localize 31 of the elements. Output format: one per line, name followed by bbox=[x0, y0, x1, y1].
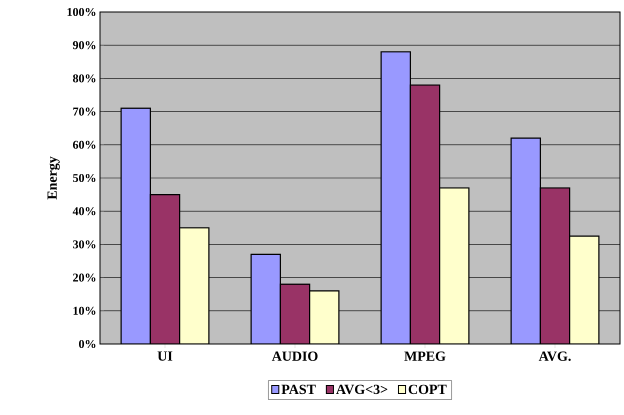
y-tick-label: 70% bbox=[73, 108, 96, 116]
bar bbox=[121, 108, 150, 344]
y-axis-title: Energy bbox=[48, 156, 60, 200]
bar bbox=[150, 194, 180, 344]
x-tick-label: MPEG bbox=[404, 352, 446, 361]
legend-label: COPT bbox=[408, 384, 447, 394]
y-tick-label: 50% bbox=[73, 174, 96, 182]
legend-label: AVG<3> bbox=[336, 384, 388, 394]
x-tick-label: AUDIO bbox=[272, 352, 318, 361]
bar bbox=[180, 228, 209, 344]
x-tick-label: UI bbox=[158, 351, 172, 361]
bar bbox=[510, 138, 541, 344]
bar bbox=[250, 254, 281, 344]
y-tick-label: 0% bbox=[79, 340, 96, 348]
bar bbox=[540, 187, 570, 344]
y-tick-label: 20% bbox=[73, 274, 96, 282]
y-tick-label: 100% bbox=[68, 8, 96, 16]
x-tick-label: AVG. bbox=[538, 352, 571, 361]
bar bbox=[439, 187, 470, 344]
y-tick-label: 30% bbox=[73, 240, 96, 248]
bar bbox=[410, 84, 440, 344]
y-tick-label: 10% bbox=[74, 306, 96, 315]
y-tick-label: 40% bbox=[72, 207, 96, 216]
bar bbox=[309, 290, 340, 344]
bar bbox=[569, 236, 600, 344]
y-tick-label: 90% bbox=[72, 41, 96, 50]
bar bbox=[280, 284, 310, 344]
bar bbox=[380, 51, 411, 344]
y-tick-label: 60% bbox=[72, 140, 96, 149]
legend-label: PAST bbox=[282, 384, 316, 394]
y-tick-label: 80% bbox=[72, 74, 96, 82]
